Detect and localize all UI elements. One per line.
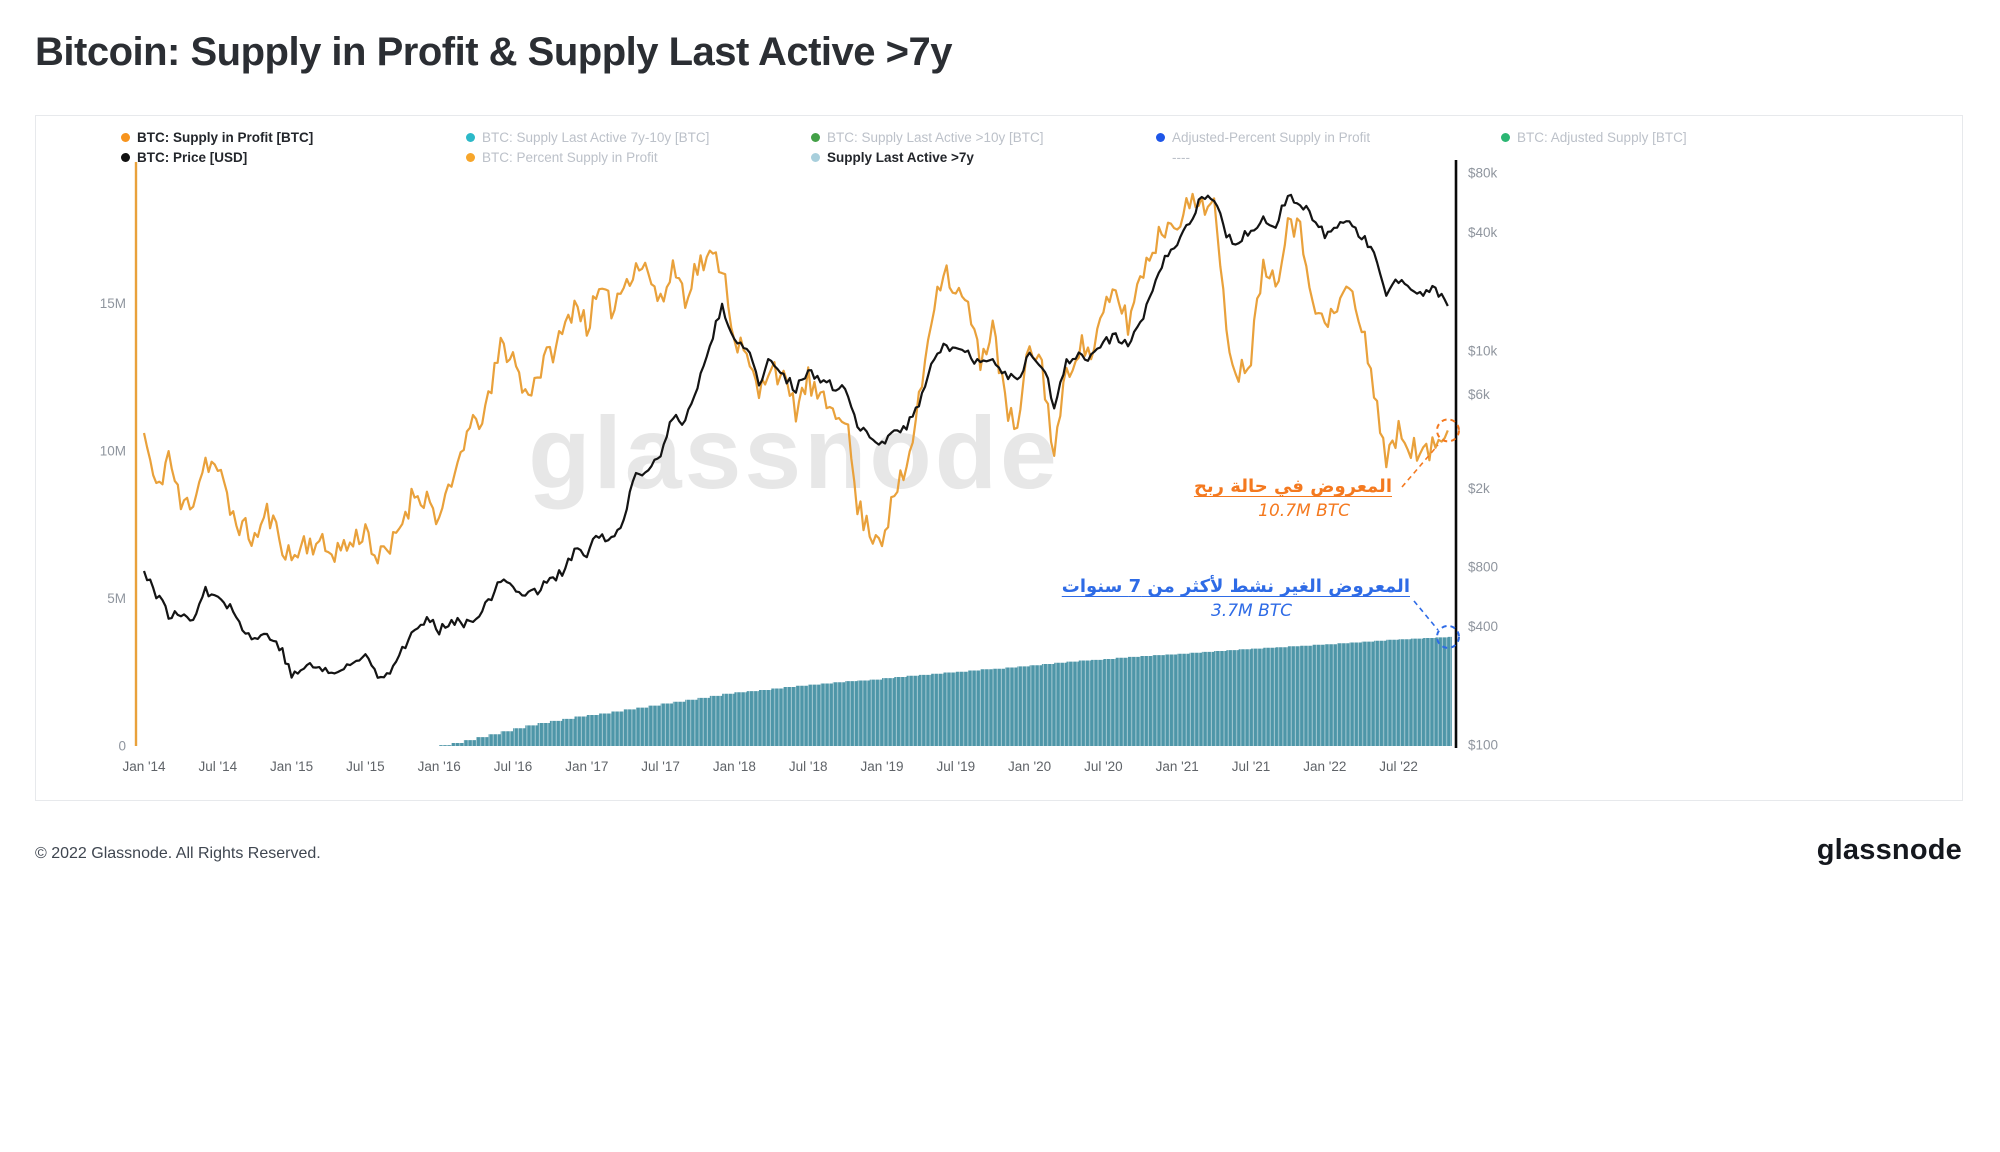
- x-tick-label: Jan '19: [860, 759, 903, 774]
- x-tick-label: Jul '20: [1084, 759, 1123, 774]
- x-tick-label: Jul '15: [346, 759, 385, 774]
- price-line: [142, 193, 1449, 679]
- y-right-tick-label: $40k: [1468, 225, 1498, 240]
- legend-dot: [466, 152, 475, 162]
- x-tick-label: Jul '21: [1232, 759, 1271, 774]
- y-right-tick-label: $6k: [1468, 387, 1490, 402]
- x-tick-label: Jan '16: [418, 759, 461, 774]
- legend-item[interactable]: BTC: Price [USD]: [121, 149, 466, 165]
- legend-label: BTC: Supply Last Active >10y [BTC]: [827, 129, 1044, 145]
- annotation-supply-in-profit-value: 10.7M BTC: [1258, 501, 1350, 521]
- y-right-tick-label: $100: [1468, 737, 1498, 752]
- y-right-tick-label: $80k: [1468, 166, 1498, 181]
- legend-dot: [121, 152, 130, 162]
- legend-item[interactable]: BTC: Supply Last Active 7y-10y [BTC]: [466, 129, 811, 145]
- legend-label: ----: [1172, 149, 1190, 165]
- legend-dot: [811, 132, 820, 142]
- x-tick-label: Jan '17: [565, 759, 608, 774]
- x-tick-label: Jul '17: [641, 759, 680, 774]
- chart-legend: BTC: Supply in Profit [BTC] BTC: Supply L…: [121, 129, 1846, 165]
- legend-label: BTC: Price [USD]: [137, 149, 248, 165]
- y-right-tick-label: $800: [1468, 560, 1498, 575]
- y-left-tick-label: 5M: [107, 591, 126, 606]
- legend-dot: [811, 152, 820, 162]
- glassnode-watermark: glassnode: [528, 396, 1059, 510]
- annotation-inactive-supply-label: المعروض الغير نشط لأكثر من 7 سنوات: [1061, 576, 1410, 597]
- page-title: Bitcoin: Supply in Profit & Supply Last …: [35, 30, 953, 74]
- y-left-tick-label: 10M: [100, 444, 126, 459]
- legend-item[interactable]: BTC: Adjusted Supply [BTC]: [1501, 129, 1846, 145]
- x-tick-label: Jan '18: [713, 759, 756, 774]
- chart-card: glassnode Jan '14 Jul '14 Jan '15 Jul '15 Ja…: [35, 115, 1963, 801]
- legend-label: BTC: Supply Last Active 7y-10y [BTC]: [482, 129, 710, 145]
- annotation-supply-in-profit-label: المعروض في حالة ربح: [1193, 476, 1392, 497]
- x-tick-label: Jul '14: [198, 759, 237, 774]
- x-tick-label: Jan '15: [270, 759, 313, 774]
- y-right-tick-label: $10k: [1468, 343, 1498, 358]
- x-tick-label: Jan '14: [122, 759, 166, 774]
- annotation-inactive-supply-value: 3.7M BTC: [1210, 601, 1292, 621]
- x-tick-label: Jul '19: [936, 759, 975, 774]
- legend-item[interactable]: BTC: Supply in Profit [BTC]: [121, 129, 466, 145]
- chart-plot[interactable]: glassnode Jan '14 Jul '14 Jan '15 Jul '15 Ja…: [36, 116, 1962, 800]
- legend-label: BTC: Percent Supply in Profit: [482, 149, 658, 165]
- annotation-inactive-supply: المعروض الغير نشط لأكثر من 7 سنوات 3.7M …: [1062, 576, 1410, 621]
- legend-dot: [1156, 132, 1165, 142]
- x-tick-label: Jan '20: [1008, 759, 1051, 774]
- legend-label: BTC: Adjusted Supply [BTC]: [1517, 129, 1687, 145]
- legend-item[interactable]: BTC: Percent Supply in Profit: [466, 149, 811, 165]
- x-tick-label: Jan '21: [1156, 759, 1199, 774]
- profit-annotation-connector: [1401, 444, 1439, 488]
- glassnode-logo[interactable]: glassnode: [1816, 834, 1962, 866]
- legend-label: Supply Last Active >7y: [827, 149, 974, 165]
- y-right-tick-label: $2k: [1468, 481, 1490, 496]
- legend-item[interactable]: ----: [1156, 149, 1501, 165]
- supply-in-profit-line: [142, 192, 1449, 565]
- legend-item[interactable]: BTC: Supply Last Active >10y [BTC]: [811, 129, 1156, 145]
- inactive-endpoint-marker: [1436, 624, 1460, 649]
- supply-last-active-7y-area: [144, 636, 1452, 746]
- legend-dot: [466, 132, 475, 142]
- y-left-tick-label: 15M: [100, 296, 126, 311]
- legend-label: BTC: Supply in Profit [BTC]: [137, 129, 314, 145]
- legend-dot: [121, 132, 130, 142]
- x-tick-label: Jan '22: [1303, 759, 1346, 774]
- annotation-supply-in-profit: المعروض في حالة ربح 10.7M BTC: [1194, 476, 1392, 521]
- y-left-tick-label: 0: [118, 739, 126, 754]
- legend-item[interactable]: Supply Last Active >7y: [811, 149, 1156, 165]
- x-tick-label: Jul '18: [789, 759, 828, 774]
- inactive-annotation-connector: [1413, 600, 1439, 631]
- legend-item[interactable]: Adjusted-Percent Supply in Profit: [1156, 129, 1501, 145]
- x-tick-label: Jul '16: [494, 759, 533, 774]
- profit-endpoint-marker: [1436, 418, 1460, 443]
- y-right-tick-label: $400: [1468, 619, 1498, 634]
- legend-dot: [1501, 132, 1510, 142]
- legend-label: Adjusted-Percent Supply in Profit: [1172, 129, 1371, 145]
- copyright-text: © 2022 Glassnode. All Rights Reserved.: [35, 845, 321, 862]
- x-tick-label: Jul '22: [1379, 759, 1418, 774]
